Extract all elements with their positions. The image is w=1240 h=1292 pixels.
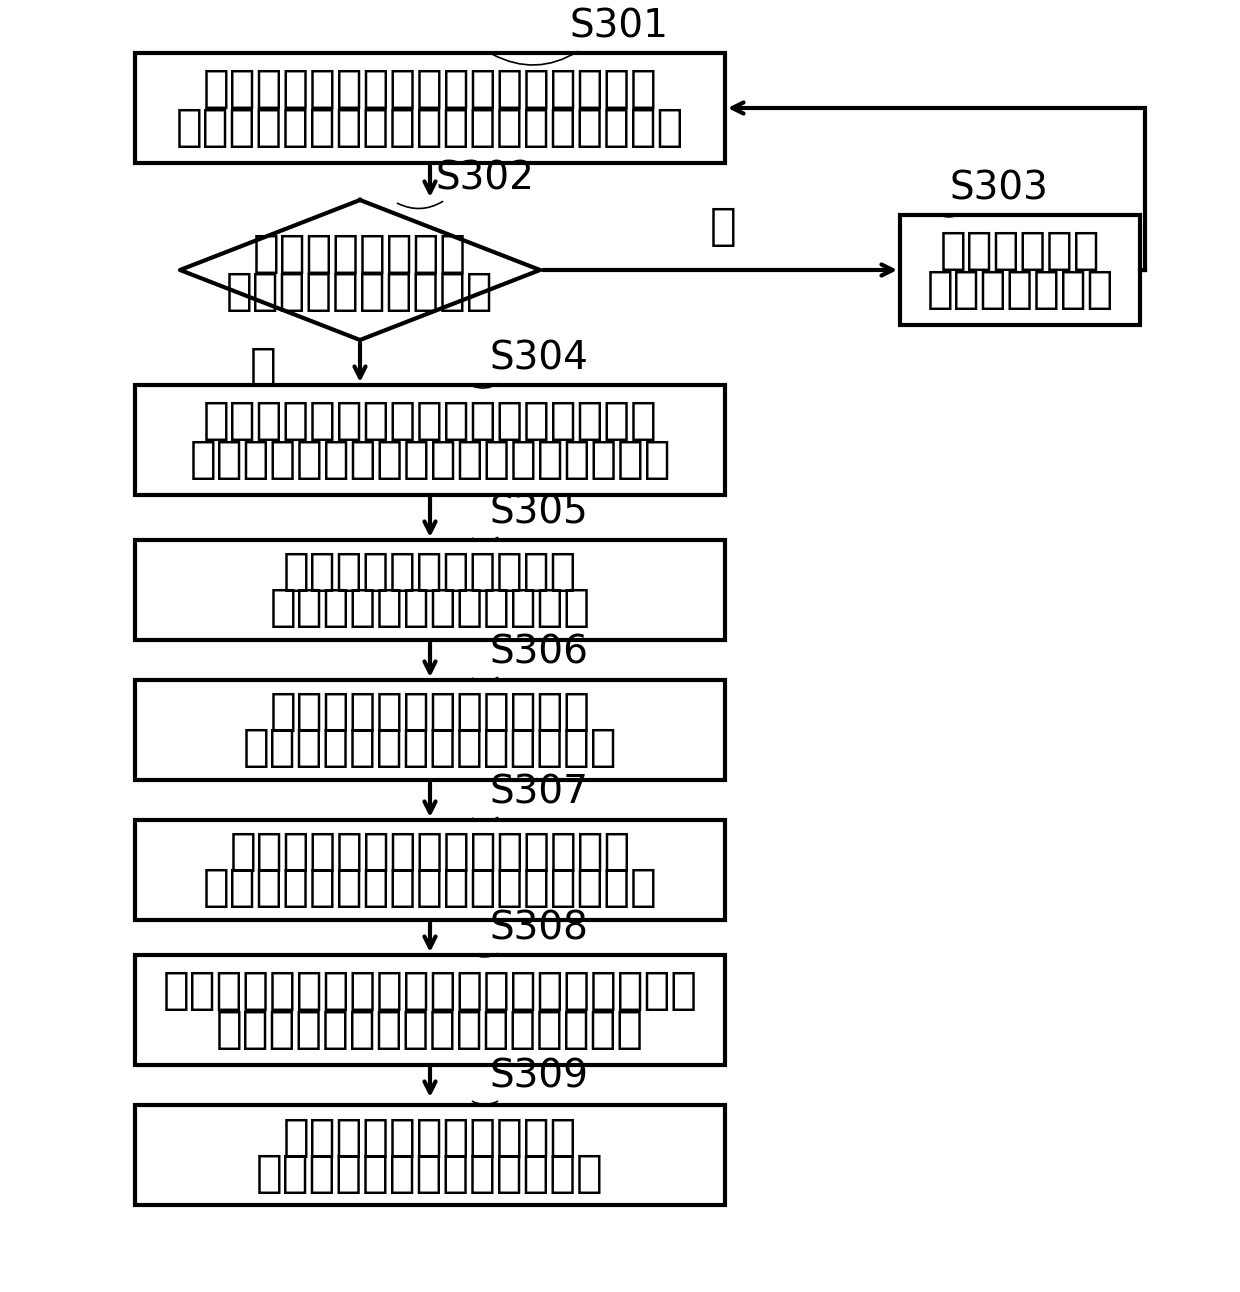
Text: 获取当前机车载重，根据当前机车载重: 获取当前机车载重，根据当前机车载重 (202, 399, 657, 442)
Text: 是: 是 (711, 205, 737, 248)
Bar (135, 540, 725, 640)
Text: 利用预设补偿: 利用预设补偿 (940, 229, 1100, 271)
Polygon shape (180, 200, 539, 340)
Bar (900, 214, 1140, 326)
Bar (135, 820, 725, 920)
Bar (135, 53, 725, 163)
Text: 与预设机车速度的差值，得到第一速度差值: 与预设机车速度的差值，得到第一速度差值 (176, 106, 684, 150)
Text: S302: S302 (435, 160, 534, 198)
Text: 利用预设设定力平稳处理: 利用预设设定力平稳处理 (283, 1115, 577, 1159)
Text: 引力或预设基础制动力调整为设定力: 引力或预设基础制动力调整为设定力 (216, 1008, 644, 1052)
Text: 输出预设基础牵引力或预设基础制动力: 输出预设基础牵引力或预设基础制动力 (202, 867, 657, 910)
Text: S309: S309 (490, 1058, 589, 1096)
Text: S305: S305 (490, 494, 589, 532)
Text: 和预设非线性调整曲线确定当前调整系数: 和预设非线性调整曲线确定当前调整系数 (190, 438, 671, 482)
Text: 获取当前机车速度，计算当前机车速度: 获取当前机车速度，计算当前机车速度 (202, 67, 657, 110)
Text: 根据机车当前工况，在预设时长内: 根据机车当前工况，在预设时长内 (229, 831, 631, 873)
Text: 模型输出设定力: 模型输出设定力 (926, 269, 1114, 311)
Bar (135, 955, 725, 1065)
Text: 第一速度差值是否: 第一速度差值是否 (253, 231, 467, 275)
Text: 根据第二速度差值利用预设: 根据第二速度差值利用预设 (269, 690, 590, 734)
Text: S307: S307 (490, 774, 589, 811)
Text: 根据第一速度差值和当前: 根据第一速度差值和当前 (283, 550, 577, 593)
Text: S306: S306 (490, 634, 589, 672)
Text: 调整系数确定第二速度差值: 调整系数确定第二速度差值 (269, 587, 590, 629)
Text: 将机车所输出的牵引力或制动力由预设基础牵: 将机车所输出的牵引力或制动力由预设基础牵 (162, 969, 697, 1012)
Text: S308: S308 (490, 910, 589, 948)
Bar (135, 1105, 725, 1205)
Bar (135, 385, 725, 495)
Text: S303: S303 (950, 171, 1049, 208)
Text: S301: S301 (570, 6, 670, 45)
Bar (135, 680, 725, 780)
Text: 太于设于速度差值阈值: 太于设于速度差值阈值 (226, 270, 494, 313)
Text: 否: 否 (250, 345, 277, 388)
Text: 定速控制模型确定相应的设定力: 定速控制模型确定相应的设定力 (243, 726, 618, 770)
Text: S304: S304 (490, 340, 589, 379)
Text: 模型对得到的设定力进行处理: 模型对得到的设定力进行处理 (257, 1151, 604, 1195)
